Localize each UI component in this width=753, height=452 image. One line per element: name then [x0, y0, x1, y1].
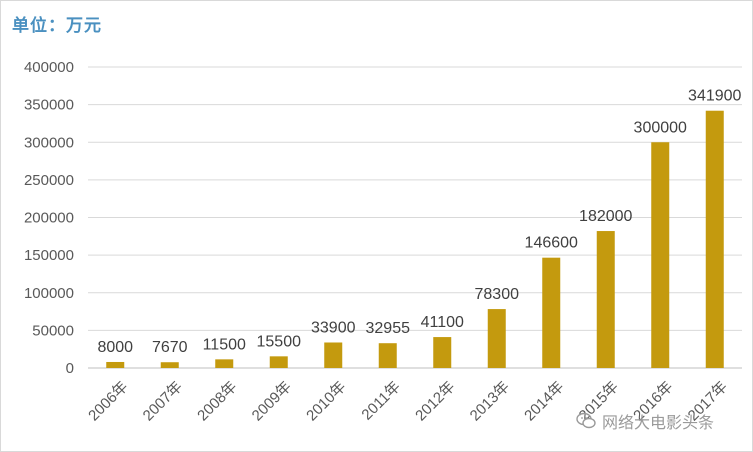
x-category-label: 2008年: [194, 378, 240, 424]
data-label: 341900: [688, 88, 741, 105]
y-tick-label: 400000: [24, 59, 74, 76]
gridlines: [88, 66, 742, 369]
data-label: 78300: [475, 286, 520, 303]
bar: [651, 142, 670, 368]
y-tick-label: 100000: [24, 285, 74, 302]
x-category-label: 2009年: [249, 378, 295, 424]
data-label: 33900: [311, 319, 356, 336]
bar: [106, 361, 125, 368]
data-label: 11500: [203, 336, 246, 353]
data-label: 41100: [421, 314, 464, 331]
y-tick-label: 300000: [24, 134, 74, 151]
data-label: 8000: [97, 339, 133, 356]
x-category-label: 2006年: [85, 378, 131, 424]
x-category-label: 2010年: [303, 378, 349, 424]
y-tick-label: 0: [66, 360, 74, 377]
data-label: 15500: [257, 333, 302, 350]
x-category-label: 2007年: [140, 378, 186, 424]
bar: [433, 337, 452, 368]
data-label: 300000: [634, 119, 687, 136]
y-tick-label: 150000: [24, 247, 74, 264]
x-category-label: 2012年: [412, 378, 458, 424]
y-tick-label: 50000: [32, 322, 74, 339]
x-category-label: 2011年: [358, 378, 403, 423]
y-axis-ticks: 0 50000 100000 150000 200000 250000 300000 3500…: [24, 59, 74, 377]
bar: [487, 309, 506, 368]
bar: [215, 359, 234, 368]
x-category-label: 2013年: [467, 378, 513, 424]
bar: [269, 356, 288, 368]
y-tick-label: 350000: [24, 97, 74, 114]
chat-bubble-icon: [576, 412, 596, 430]
bar: [596, 231, 615, 368]
bar: [542, 257, 561, 368]
bars: [106, 110, 724, 369]
watermark-text: 网络大电影头条: [602, 413, 715, 432]
data-label: 7670: [152, 339, 188, 356]
data-label: 146600: [525, 235, 578, 252]
bar: [324, 342, 343, 368]
bar: [160, 362, 179, 368]
bar: [378, 343, 397, 368]
data-label: 182000: [579, 208, 632, 225]
y-tick-label: 250000: [24, 172, 74, 189]
bar: [705, 110, 724, 369]
watermark: 网络大电影头条: [576, 409, 714, 433]
unit-label: 单位：万元: [12, 16, 102, 36]
x-category-label: 2014年: [521, 378, 567, 424]
data-label: 32955: [366, 320, 411, 337]
data-labels: 8000 7670 11500 15500 33900 32955 41100 78300 14…: [97, 88, 741, 357]
y-tick-label: 200000: [24, 210, 74, 227]
